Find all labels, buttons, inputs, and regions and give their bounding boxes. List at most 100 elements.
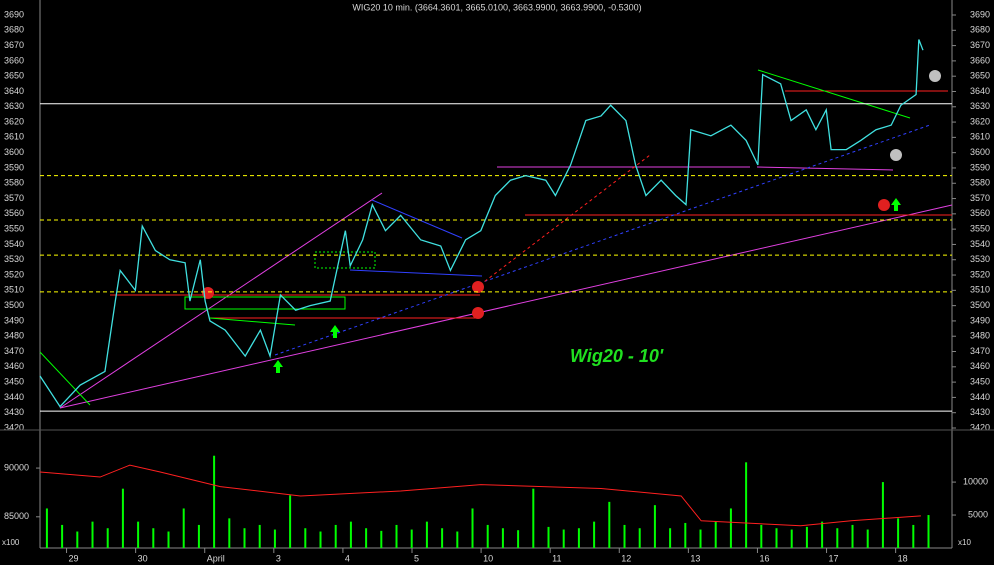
- volume-bar: [745, 462, 748, 548]
- y-tick-label: 3430: [4, 407, 24, 417]
- volume-bar: [365, 528, 368, 548]
- y-tick-label: 3490: [970, 315, 990, 325]
- volume-bar: [501, 528, 504, 548]
- y-tick-label: 3430: [970, 407, 990, 417]
- sell-signal: [878, 199, 890, 211]
- y-tick-label: 3530: [970, 254, 990, 264]
- y2-axis-unit: x10: [958, 538, 971, 547]
- trend-lines: [39, 69, 953, 409]
- y-tick-label: 3620: [970, 116, 990, 126]
- volume-bar: [45, 508, 48, 548]
- y-tick-label: 3520: [4, 269, 24, 279]
- y-tick-label: 3460: [970, 361, 990, 371]
- annotation: Wig20 - 10': [570, 346, 664, 366]
- x-tick-label: 3: [276, 553, 281, 563]
- volume-bar: [638, 528, 641, 548]
- x-tick-label: 29: [69, 553, 79, 563]
- y-tick-label: 3640: [4, 86, 24, 96]
- y-tick-label: 3610: [970, 132, 990, 142]
- y-tick-label: 3440: [4, 392, 24, 402]
- buy-arrow: [273, 360, 283, 373]
- y-tick-label: 3680: [970, 25, 990, 35]
- y-tick-label: 3540: [970, 239, 990, 249]
- y-tick-label: 3690: [970, 9, 990, 19]
- y-tick-label: 3630: [4, 101, 24, 111]
- volume-bar: [334, 524, 337, 548]
- x-tick-label: 16: [759, 553, 769, 563]
- indicator-line: [39, 464, 921, 527]
- y-tick-label: 3440: [970, 392, 990, 402]
- volume-bar: [866, 529, 869, 548]
- volume-bar: [790, 529, 793, 548]
- y-tick-label: 3420: [4, 422, 24, 432]
- volume-bar: [760, 524, 763, 548]
- volume-bar: [289, 495, 292, 548]
- volume-bar: [76, 531, 79, 548]
- volume-bar: [851, 524, 854, 548]
- y-tick-label: 3620: [4, 116, 24, 126]
- volume-bar: [410, 529, 413, 548]
- volume-bar: [304, 528, 307, 548]
- y2-tick-label: 10000: [963, 476, 988, 486]
- y-tick-label: 3480: [970, 331, 990, 341]
- volume-bar: [836, 528, 839, 548]
- volume-bar: [258, 524, 261, 548]
- y-tick-label: 3450: [970, 376, 990, 386]
- volume-bar: [805, 526, 808, 548]
- volume-bar: [881, 482, 884, 548]
- y-tick-label: 3630: [970, 101, 990, 111]
- x-tick-label: 17: [829, 553, 839, 563]
- signal: [890, 149, 902, 161]
- volume-bar: [243, 528, 246, 548]
- y-tick-label: 3470: [970, 346, 990, 356]
- volume-bar: [152, 528, 155, 548]
- y-tick-label: 3600: [4, 147, 24, 157]
- buy-arrow: [330, 325, 340, 338]
- y-tick-label: 3460: [4, 361, 24, 371]
- x-tick-label: 11: [552, 553, 561, 563]
- y2-tick-label: 5000: [968, 509, 988, 519]
- y-tick-label: 3670: [970, 40, 990, 50]
- zone-box: [314, 251, 376, 269]
- volume-bar: [593, 521, 596, 548]
- volume-bar: [669, 528, 672, 548]
- x-tick-label: 18: [898, 553, 908, 563]
- volume-bar: [319, 531, 322, 548]
- volume-bar: [349, 521, 352, 548]
- y-tick-label: 3500: [970, 300, 990, 310]
- chart-title: WIG20 10 min. (3664.3601, 3665.0100, 366…: [352, 2, 641, 12]
- price-line: [39, 39, 924, 408]
- volume-bar: [714, 521, 717, 548]
- volume-bar: [577, 528, 580, 548]
- volume-bar: [91, 521, 94, 548]
- volume-bar: [167, 531, 170, 548]
- y-axis-unit: x100: [2, 538, 20, 547]
- trend-line: [59, 204, 953, 409]
- y-tick-label: 3520: [970, 269, 990, 279]
- volume-bar: [912, 524, 915, 548]
- volume-bar: [684, 522, 687, 548]
- volume-bar: [623, 524, 626, 548]
- y-tick-label: 3590: [4, 162, 24, 172]
- trend-line: [39, 351, 91, 406]
- volume-bar: [137, 521, 140, 548]
- volume-bar: [562, 529, 565, 548]
- y-tick-label: 3560: [970, 208, 990, 218]
- y-tick-label: 3660: [970, 55, 990, 65]
- volume-bar: [486, 524, 489, 548]
- y-tick-label: 3570: [970, 193, 990, 203]
- volume-bar: [821, 521, 824, 548]
- y-tick-label: 3660: [4, 55, 24, 65]
- y-tick-label: 90000: [4, 462, 29, 472]
- volume-bar: [729, 508, 732, 548]
- volume-bar: [182, 508, 185, 548]
- volume-bar: [517, 530, 520, 548]
- trend-line: [371, 199, 463, 239]
- y-tick-label: 3590: [970, 162, 990, 172]
- y-tick-label: 3470: [4, 346, 24, 356]
- trend-line: [757, 69, 911, 119]
- signal: [929, 70, 941, 82]
- volume-bar: [608, 501, 611, 548]
